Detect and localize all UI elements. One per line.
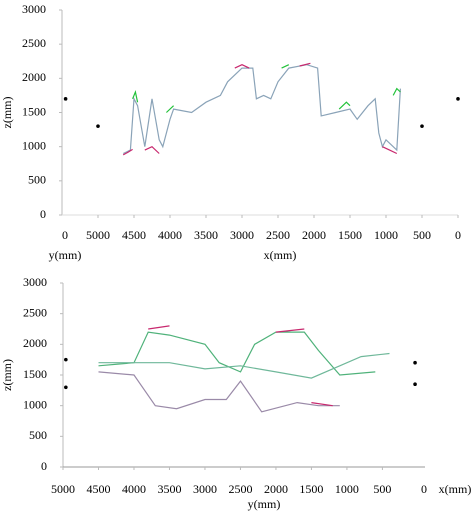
x-tick-label: 500	[373, 482, 391, 496]
y-tick-label: 1500	[23, 367, 47, 381]
y-tick-label: 2000	[23, 336, 47, 350]
x-tick-label: 2000	[264, 482, 288, 496]
y-tick-label: 2500	[23, 305, 47, 319]
x-tick-label: 3500	[157, 482, 181, 496]
x-tick-label: 1000	[335, 482, 359, 496]
x-tick-label: 5000	[86, 228, 110, 242]
side-axis-label: x(mm)	[439, 482, 472, 496]
side-tick-label: 0	[62, 228, 68, 242]
x-tick-label: 1500	[338, 228, 362, 242]
trajectory	[122, 64, 401, 155]
y-axis-label: z(mm)	[0, 97, 14, 129]
y-tick-label: 500	[28, 173, 46, 187]
x-axis-label: x(mm)	[264, 248, 297, 262]
x-tick-label: 4500	[86, 482, 110, 496]
x-tick-label: 2000	[302, 228, 326, 242]
x-tick-label: 3000	[230, 228, 254, 242]
marker	[420, 124, 424, 128]
marker	[64, 357, 68, 362]
x-tick-label: 0	[455, 228, 461, 242]
x-tick-label: 5000	[51, 482, 75, 496]
x-tick-label: 3500	[194, 228, 218, 242]
trajectory	[122, 62, 398, 156]
x-tick-label: 1000	[374, 228, 398, 242]
marker	[96, 124, 100, 128]
y-tick-label: 0	[41, 459, 47, 473]
x-tick-label: 4000	[122, 482, 146, 496]
trajectory	[98, 352, 390, 379]
y-tick-label: 3000	[22, 2, 46, 16]
y-tick-label: 0	[40, 207, 46, 221]
y-tick-label: 1500	[22, 104, 46, 118]
x-tick-label: 2500	[228, 482, 252, 496]
trajectory	[148, 325, 333, 407]
marker	[456, 97, 460, 101]
side-axis-label: y(mm)	[49, 248, 82, 262]
y-tick-label: 1000	[23, 397, 47, 411]
x-tick-label: 2500	[266, 228, 290, 242]
trajectory	[98, 371, 340, 413]
trajectory	[98, 331, 376, 376]
y-tick-label: 1000	[22, 138, 46, 152]
x-tick-label: 500	[413, 228, 431, 242]
x-axis-label: y(mm)	[248, 497, 281, 511]
marker	[63, 97, 68, 101]
x-tick-label: 4500	[122, 228, 146, 242]
side-tick-label: 0	[421, 482, 427, 496]
x-tick-label: 1500	[299, 482, 323, 496]
x-tick-label: 4000	[158, 228, 182, 242]
y-axis-label: z(mm)	[0, 359, 14, 391]
y-tick-label: 2000	[22, 70, 46, 84]
marker	[413, 360, 417, 365]
y-tick-label: 500	[29, 428, 47, 442]
marker	[64, 385, 68, 390]
trajectory	[132, 64, 401, 113]
x-tick-label: 3000	[193, 482, 217, 496]
y-tick-label: 2500	[22, 36, 46, 50]
y-tick-label: 3000	[23, 275, 47, 289]
marker	[413, 382, 417, 387]
